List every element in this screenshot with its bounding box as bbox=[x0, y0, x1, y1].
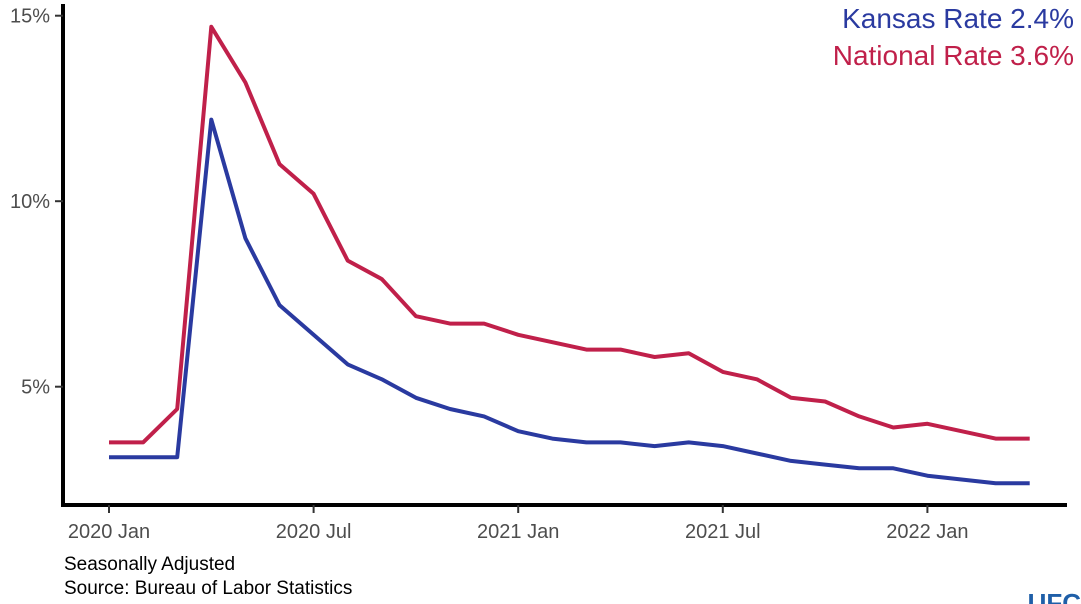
x-tick-label: 2021 Jan bbox=[477, 521, 559, 543]
series-line-kansas bbox=[109, 117, 1030, 486]
x-tick-label: 2021 Jul bbox=[685, 521, 761, 543]
caption-source: Source: Bureau of Labor Statistics bbox=[64, 578, 353, 599]
caption-seasonally-adjusted: Seasonally Adjusted bbox=[64, 554, 236, 575]
legend-label-kansas: Kansas Rate 2.4% bbox=[842, 3, 1074, 34]
x-tick-label: 2020 Jan bbox=[68, 521, 150, 543]
x-tick-label: 2022 Jan bbox=[886, 521, 968, 543]
series-line-national bbox=[109, 24, 1030, 445]
y-tick-label: 5% bbox=[21, 377, 50, 399]
organization-logo: UFC bbox=[1028, 590, 1081, 604]
y-tick-label: 10% bbox=[10, 191, 50, 213]
x-tick-label: 2020 Jul bbox=[276, 521, 352, 543]
y-tick-label: 15% bbox=[10, 6, 50, 28]
legend-label-national: National Rate 3.6% bbox=[833, 40, 1074, 71]
